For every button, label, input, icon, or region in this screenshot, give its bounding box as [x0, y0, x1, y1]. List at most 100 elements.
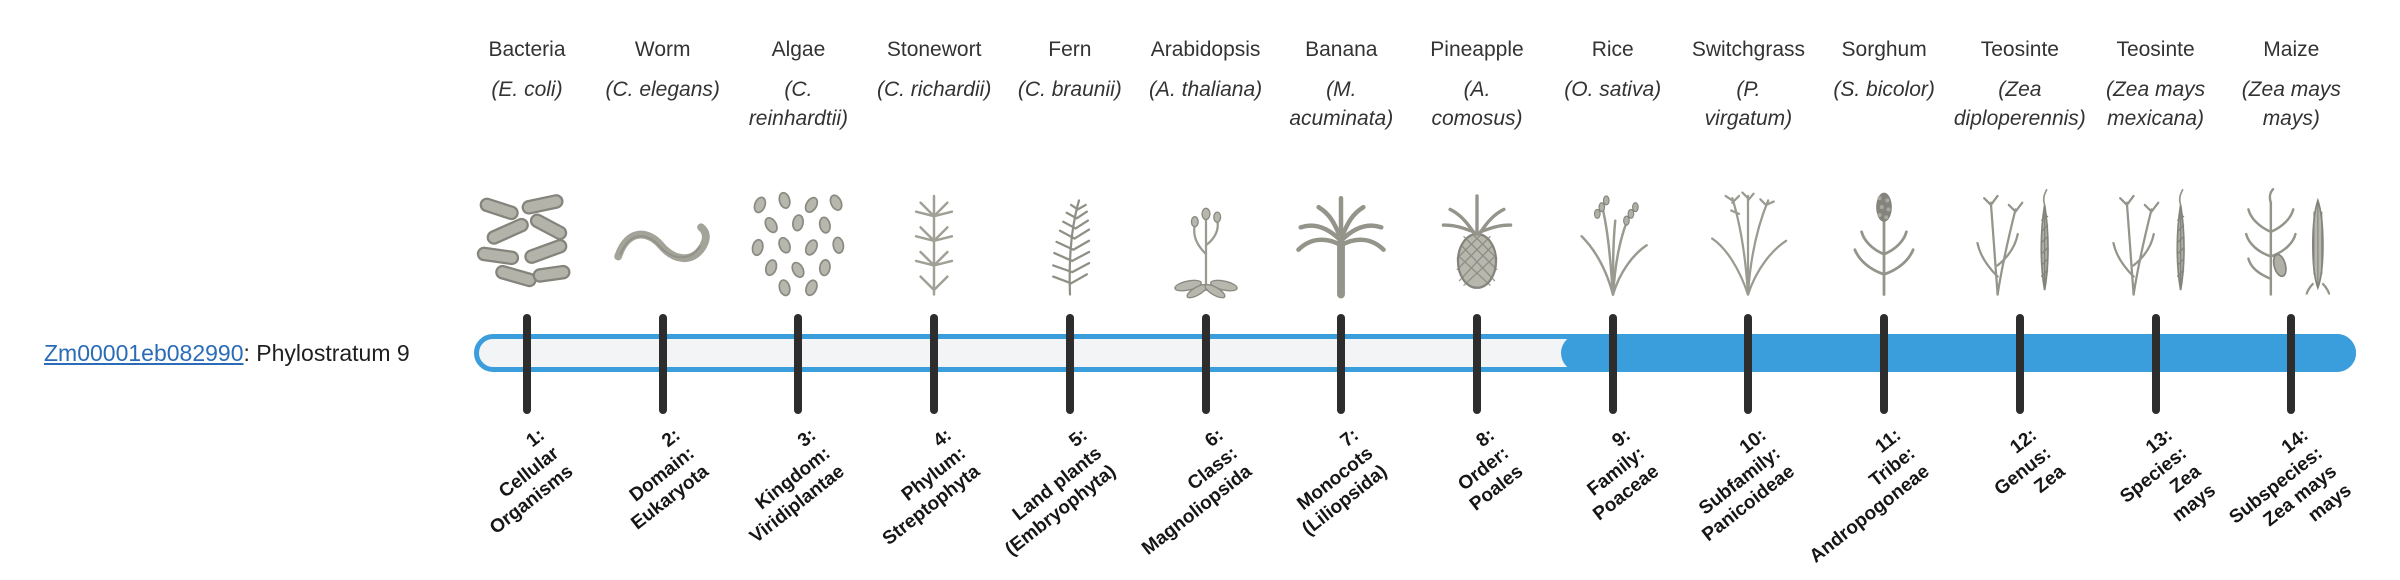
timeline-tick — [1608, 314, 1617, 414]
organism-scientific-name: (S. bicolor) — [1833, 78, 1935, 102]
maize-icon — [2235, 186, 2347, 300]
organism-common-name: Switchgrass — [1691, 38, 1806, 61]
organism-column: Algae (C. reinhardtii) 3: Kingdom: Virid… — [728, 0, 868, 580]
algae-icon — [742, 186, 854, 300]
sorghum-icon — [1828, 186, 1940, 300]
organism-common-name: Teosinte — [2116, 38, 2195, 61]
timeline-tick — [2015, 314, 2024, 414]
organism-column: Teosinte (Zea diploperennis) 12: Genus: … — [1950, 0, 2090, 580]
timeline-bar-fill — [1560, 334, 2356, 372]
organism-column: Fern (C. braunii) 5: Land plants (Embryo… — [1000, 0, 1140, 580]
organism-scientific-name: (C. braunii) — [1017, 78, 1122, 102]
timeline-tick — [1065, 314, 1074, 414]
timeline-tick — [794, 314, 803, 414]
phylostratum-label-text: 9: Family: Poaceae — [1583, 424, 1663, 526]
organism-scientific-name: (O. sativa) — [1564, 78, 1662, 102]
organism-common-name: Rice — [1591, 38, 1634, 61]
timeline-tick — [1337, 314, 1346, 414]
timeline-tick — [2151, 314, 2160, 414]
teosinte-icon — [1964, 186, 2076, 300]
organism-scientific-name: (E. coli) — [491, 78, 563, 102]
organism-scientific-name: (M. acuminata) — [1289, 78, 1394, 131]
teosinte-icon — [2100, 186, 2212, 300]
organism-scientific-name: (C. reinhardtii) — [748, 78, 849, 131]
organism-name-block: Maize (Zea mays mays) — [2221, 36, 2361, 134]
organism-column: Teosinte (Zea mays mexicana) 13: Species… — [2086, 0, 2226, 580]
organism-name-block: Banana (M. acuminata) — [1271, 36, 1411, 134]
organism-common-name: Maize — [2263, 38, 2320, 61]
organism-name-block: Pineapple (A. comosus) — [1407, 36, 1547, 134]
fern-icon — [1014, 186, 1126, 300]
phylostratum-label-text: 1: Cellular Organisms — [485, 424, 578, 539]
phylostratum-label-text: 7: Monocots (Liliopsida) — [1293, 424, 1392, 541]
gene-id-link[interactable]: Zm00001eb082990 — [44, 339, 244, 366]
worm-icon — [607, 186, 719, 300]
organism-column: Maize (Zea mays mays) 14: Subspecies: Ze… — [2221, 0, 2361, 580]
organism-column: Rice (O. sativa) 9: Family: Poaceae — [1543, 0, 1683, 580]
bacteria-icon — [471, 186, 583, 300]
timeline-tick — [1744, 314, 1753, 414]
organism-common-name: Banana — [1305, 38, 1378, 61]
organism-scientific-name: (Zea mays mexicana) — [2105, 78, 2206, 131]
organism-name-block: Bacteria (E. coli) — [457, 36, 597, 105]
organism-name-block: Algae (C. reinhardtii) — [728, 36, 868, 134]
organism-common-name: Teosinte — [1980, 38, 2059, 61]
organism-name-block: Rice (O. sativa) — [1543, 36, 1683, 105]
phylostratum-label-text: 2: Domain: Eukaryota — [625, 424, 713, 535]
phylostratum-label-text: 4: Phylum: Streptophyta — [878, 424, 985, 551]
organism-common-name: Arabidopsis — [1150, 38, 1261, 61]
gene-label-suffix: : Phylostratum 9 — [243, 339, 410, 366]
organism-scientific-name: (A. comosus) — [1431, 78, 1523, 131]
organism-scientific-name: (C. richardii) — [876, 78, 992, 102]
organism-scientific-name: (P. virgatum) — [1704, 78, 1793, 131]
timeline-tick — [1880, 314, 1889, 414]
organism-column: Bacteria (E. coli) 1: Cellular Organisms — [457, 0, 597, 580]
organism-name-block: Teosinte (Zea diploperennis) — [1950, 36, 2090, 134]
organism-name-block: Worm (C. elegans) — [593, 36, 733, 105]
gene-label: Zm00001eb082990: Phylostratum 9 — [44, 334, 410, 372]
pineapple-icon — [1421, 186, 1533, 300]
organism-name-block: Switchgrass (P. virgatum) — [1678, 36, 1818, 134]
rice-icon — [1557, 186, 1669, 300]
organism-common-name: Bacteria — [488, 38, 566, 61]
timeline-tick — [1472, 314, 1481, 414]
organism-column: Sorghum (S. bicolor) 11: Tribe: Andropog… — [1806, 0, 1954, 580]
organism-common-name: Sorghum — [1841, 38, 1927, 61]
timeline-tick — [523, 314, 531, 414]
organism-common-name: Worm — [634, 38, 691, 61]
phylostratum-label-text: 14: Subspecies: Zea mays mays — [2225, 424, 2356, 532]
phylostratum-label-text: 8: Order: Poales — [1454, 424, 1528, 516]
organism-common-name: Algae — [771, 38, 826, 61]
phylostratum-label-text: 10: Subfamily: Panicoideae — [1694, 424, 1799, 547]
arabidopsis-icon — [1150, 186, 1262, 300]
organism-name-block: Fern (C. braunii) — [1000, 36, 1140, 105]
timeline-tick — [2287, 314, 2296, 414]
organism-common-name: Fern — [1048, 38, 1092, 61]
organism-common-name: Stonewort — [886, 38, 982, 61]
organism-name-block: Stonewort (C. richardii) — [864, 36, 1004, 105]
timeline-tick — [658, 314, 667, 414]
organism-column: Pineapple (A. comosus) 8: Order: Poales — [1407, 0, 1547, 580]
phylostratum-label-text: 3: Kingdom: Viridiplantae — [745, 424, 849, 548]
organism-name-block: Teosinte (Zea mays mexicana) — [2086, 36, 2226, 134]
organism-common-name: Pineapple — [1430, 38, 1524, 61]
organism-scientific-name: (A. thaliana) — [1148, 78, 1263, 102]
organism-name-block: Sorghum (S. bicolor) — [1814, 36, 1954, 105]
organism-column: Worm (C. elegans) 2: Domain: Eukaryota — [593, 0, 733, 580]
timeline-tick — [930, 314, 939, 414]
phylostratum-label-text: 12: Genus: Zea — [1991, 424, 2070, 500]
timeline-tick — [1201, 314, 1210, 414]
phylostratum-label-text: 13: Species: Zea mays — [2116, 424, 2220, 527]
organism-column: Arabidopsis (A. thaliana) 6: Class: Magn… — [1136, 0, 1276, 580]
organism-column: Stonewort (C. richardii) 4: Phylum: Stre… — [864, 0, 1004, 580]
stonewort-icon — [878, 186, 990, 300]
organism-scientific-name: (C. elegans) — [605, 78, 720, 102]
switchgrass-icon — [1692, 186, 1804, 300]
organism-scientific-name: (Zea diploperennis) — [1953, 78, 2086, 131]
organism-scientific-name: (Zea mays mays) — [2241, 78, 2341, 131]
organism-name-block: Arabidopsis (A. thaliana) — [1136, 36, 1276, 105]
organism-column: Switchgrass (P. virgatum) 10: Subfamily:… — [1678, 0, 1818, 580]
organism-column: Banana (M. acuminata) 7: Monocots (Lilio… — [1271, 0, 1411, 580]
banana-icon — [1285, 186, 1397, 300]
